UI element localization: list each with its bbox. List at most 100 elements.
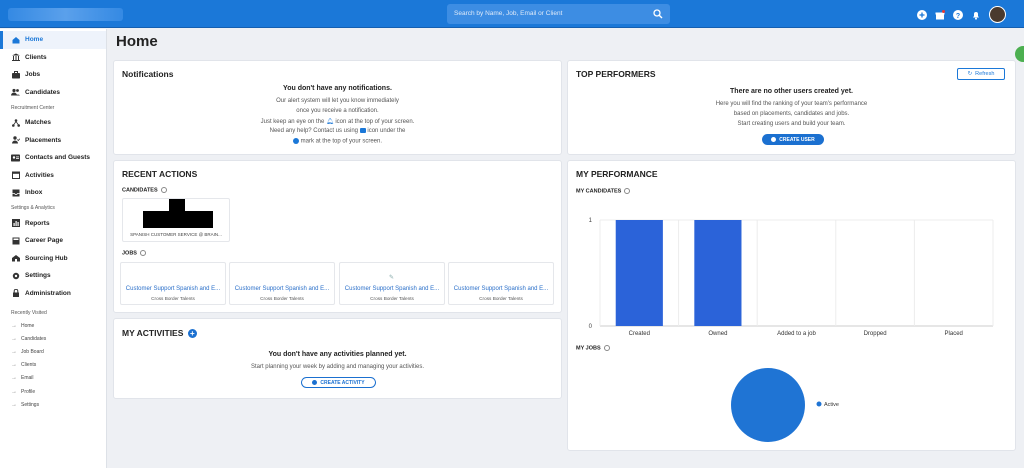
sidebar-item-settings[interactable]: Settings <box>0 267 106 285</box>
candidates-bar-chart: 0 1 Created Owned Added to a job Dropped Place… <box>589 218 994 337</box>
recent-item-label: Email <box>21 375 34 382</box>
add-activity-icon[interactable]: + <box>187 329 197 339</box>
job-card[interactable]: Customer Support Spanish and E... Cross … <box>448 262 554 305</box>
feedback-tab[interactable] <box>1015 46 1024 62</box>
sidebar-item-reports[interactable]: Reports <box>0 215 106 233</box>
top-performers-text: Here you will find the ranking of your t… <box>715 101 868 107</box>
top-performers-title: TOP PERFORMERS <box>576 69 656 79</box>
briefcase-icon <box>11 70 20 79</box>
sidebar-item-label: Jobs <box>25 71 41 79</box>
recent-item-clients[interactable]: → Clients <box>0 359 106 372</box>
arrow-right-icon: → <box>11 401 17 408</box>
recent-item-email[interactable]: → Email <box>0 372 106 385</box>
top-performers-empty-title: There are no other users created yet. <box>730 88 853 95</box>
my-jobs-label: MY JOBS <box>576 345 610 351</box>
top-performers-text: Start creating users and build your team… <box>737 121 846 127</box>
notifications-title: Notifications <box>122 69 174 79</box>
sidebar-item-label: Sourcing Hub <box>25 254 68 262</box>
person-check-icon <box>11 136 20 144</box>
sidebar-item-inbox[interactable]: Inbox <box>0 184 106 202</box>
x-tick-label: Owned <box>708 331 727 337</box>
arrow-right-icon: → <box>11 388 17 395</box>
my-activities-empty-title: You don't have any activities planned ye… <box>268 351 407 358</box>
recent-item-settings[interactable]: → Settings <box>0 398 106 411</box>
job-card[interactable]: Customer Support Spanish and E... Cross … <box>229 262 335 305</box>
bar <box>694 220 742 326</box>
sidebar-item-home[interactable]: Home <box>0 31 106 49</box>
candidate-card[interactable]: SPANISH CUSTOMER SERVICE @ BRAIN... <box>122 198 230 242</box>
my-activities-title: MY ACTIVITIES + <box>122 328 197 339</box>
top-performers-text: based on placements, candidates and jobs… <box>733 111 850 117</box>
create-activity-label: CREATE ACTIVITY <box>320 379 365 386</box>
home-icon <box>11 36 20 44</box>
notifications-text: mark at the top of your screen. <box>114 138 561 145</box>
jobs-label-text: JOBS <box>122 250 137 257</box>
arrow-right-icon: → <box>11 322 17 329</box>
create-activity-button[interactable]: CREATE ACTIVITY <box>301 377 376 388</box>
inbox-icon <box>11 189 20 197</box>
job-client: Cross Border Talents <box>370 296 414 301</box>
plus-circle-icon[interactable] <box>917 9 927 20</box>
gift-icon[interactable] <box>935 9 945 20</box>
sidebar-item-label: Candidates <box>25 88 61 96</box>
sidebar-item-label: Matches <box>25 119 52 127</box>
sidebar-item-matches[interactable]: Matches <box>0 114 106 132</box>
pie-slice <box>731 368 805 442</box>
recent-actions-title: RECENT ACTIONS <box>122 169 198 179</box>
sidebar-item-activities[interactable]: Activities <box>0 167 106 185</box>
recent-item-candidates[interactable]: → Candidates <box>0 332 106 345</box>
sidebar-item-candidates[interactable]: Candidates <box>0 84 106 102</box>
help-icon[interactable]: ? <box>953 9 963 20</box>
recent-item-home[interactable]: → Home <box>0 319 106 332</box>
refresh-button[interactable]: ↻ Refresh <box>957 68 1005 80</box>
my-candidates-label: MY CANDIDATES <box>576 188 631 194</box>
job-title-link[interactable]: Customer Support Spanish and E... <box>344 286 440 292</box>
sidebar-item-contacts[interactable]: Contacts and Guests <box>0 149 106 167</box>
job-card[interactable]: Customer Support Spanish and E... Cross … <box>120 262 226 305</box>
sidebar-item-clients[interactable]: Clients <box>0 49 106 67</box>
sidebar-item-label: Settings <box>25 272 51 280</box>
notifications-text: Just keep an eye on the 🔔︎ icon at the t… <box>114 118 561 125</box>
app-logo[interactable] <box>8 8 123 21</box>
sidebar-item-label: Clients <box>25 53 47 61</box>
calendar-icon <box>11 171 20 180</box>
search-input[interactable]: Search by Name, Job, Email or Client <box>447 4 670 24</box>
my-activities-text: Start planning your week by adding and m… <box>250 364 425 370</box>
sidebar-section-recruitment: Recruitment Center <box>11 104 55 111</box>
sidebar-item-sourcing-hub[interactable]: Sourcing Hub <box>0 250 106 268</box>
job-title-link[interactable]: Customer Support Spanish and E... <box>234 286 330 292</box>
sidebar-item-placements[interactable]: Placements <box>0 132 106 150</box>
chart-icon <box>11 219 20 228</box>
notifications-empty-title: You don't have any notifications. <box>283 85 392 92</box>
recent-item-label: Settings <box>21 401 40 408</box>
refresh-label: Refresh <box>975 71 995 77</box>
recent-item-profile[interactable]: → Profile <box>0 385 106 398</box>
notifications-text: Need any help? Contact us using icon und… <box>114 128 561 134</box>
candidate-name-redacted <box>143 211 213 228</box>
top-bar: Search by Name, Job, Email or Client ? <box>0 0 1024 28</box>
job-client: Cross Border Talents <box>260 296 304 301</box>
my-jobs-label-text: MY JOBS <box>576 345 601 352</box>
hub-icon <box>11 254 20 262</box>
job-title-link[interactable]: Customer Support Spanish and E... <box>453 286 549 292</box>
candidates-label: CANDIDATES <box>122 187 167 193</box>
user-avatar[interactable] <box>989 6 1006 23</box>
recent-item-label: Clients <box>21 362 37 369</box>
notifications-text-part: Just keep an eye on the <box>260 119 325 125</box>
sidebar-item-label: Activities <box>25 171 54 179</box>
sidebar-item-career-page[interactable]: Career Page <box>0 232 106 250</box>
candidates-label-text: CANDIDATES <box>122 187 158 194</box>
recent-item-job-board[interactable]: → Job Board <box>0 345 106 358</box>
sidebar-item-label: Home <box>25 36 44 44</box>
svg-text:?: ? <box>956 12 960 19</box>
search-icon[interactable] <box>653 9 663 19</box>
page-title: Home <box>116 33 158 50</box>
job-card[interactable]: ✎ Customer Support Spanish and E... Cros… <box>339 262 445 305</box>
notifications-text-part: Need any help? Contact us using <box>269 128 359 135</box>
sidebar-item-administration[interactable]: Administration <box>0 285 106 303</box>
notifications-text: once you receive a notification. <box>296 108 379 114</box>
job-title-link[interactable]: Customer Support Spanish and E... <box>125 286 221 292</box>
create-user-button[interactable]: CREATE USER <box>762 134 824 145</box>
sidebar-item-jobs[interactable]: Jobs <box>0 66 106 84</box>
bell-icon[interactable] <box>971 10 981 20</box>
